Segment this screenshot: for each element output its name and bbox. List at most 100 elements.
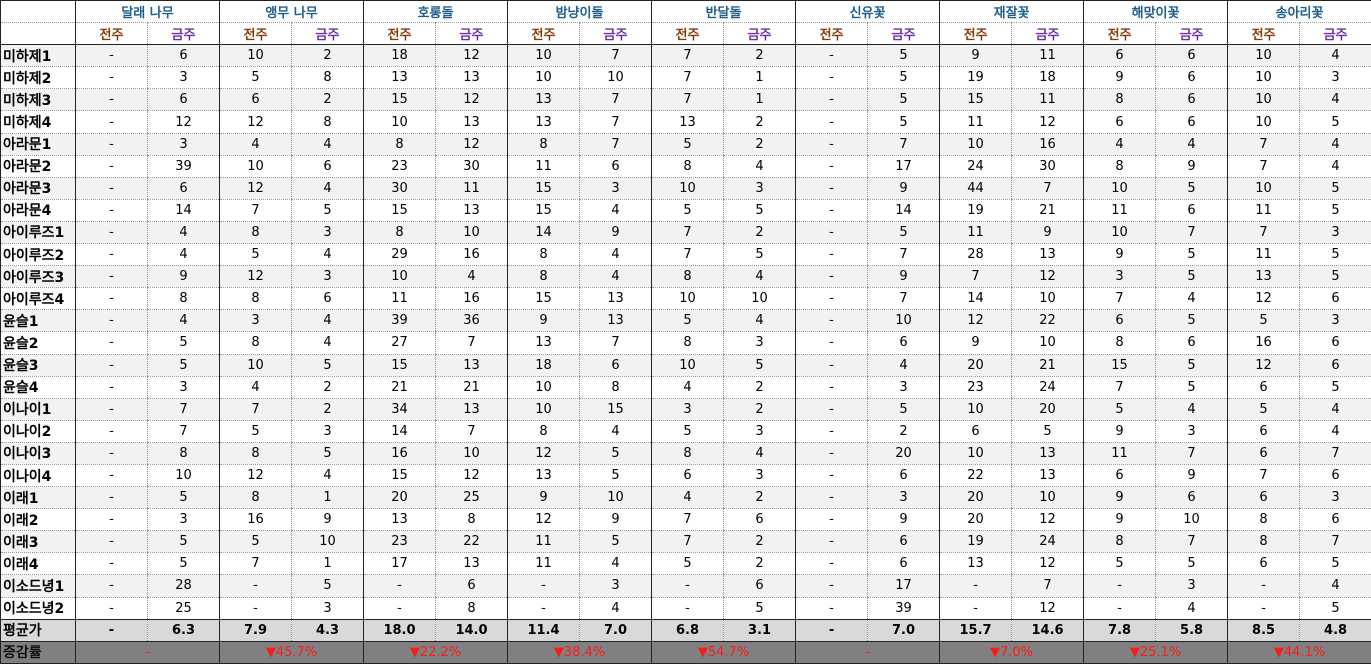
cell: 5 (1299, 110, 1371, 134)
cell: 14.6 (1011, 618, 1084, 642)
cell: 12 (1227, 287, 1300, 311)
row-label: 아라문4 (0, 198, 76, 222)
cell: 6 (939, 419, 1012, 443)
cell: - (75, 574, 148, 598)
cell: 5 (651, 132, 724, 156)
cell: 7 (1155, 220, 1228, 245)
cell: 6 (291, 287, 364, 311)
cell: - (795, 618, 868, 642)
cell: 1 (291, 552, 364, 576)
cell: 11 (939, 220, 1012, 245)
cell: 7 (219, 397, 292, 421)
row-label: 아라문2 (0, 154, 76, 178)
cell: - (75, 265, 148, 289)
row-label: 이나이4 (0, 463, 76, 488)
cell: 7 (1155, 530, 1228, 554)
cell: 18 (1011, 66, 1084, 90)
cell: 24 (939, 154, 1012, 178)
cell: 13 (507, 110, 580, 134)
cell: 5 (1299, 596, 1371, 620)
cell: 10 (1083, 176, 1156, 200)
cell: 3 (1299, 309, 1371, 333)
cell: 19 (939, 66, 1012, 90)
cell: - (75, 463, 148, 488)
cell: 9 (1083, 486, 1156, 510)
cell: 7 (434, 331, 508, 355)
cell: 3 (147, 375, 220, 399)
data-row: 아이루즈4-8 8 6 11 16 15 13 10 10-7 14 10 7 4 12 6 (0, 287, 1371, 311)
cell: 5 (1155, 353, 1228, 377)
cell: 13 (434, 198, 508, 222)
cell: 6 (867, 463, 940, 488)
cell: 15 (363, 353, 436, 377)
cell: 5 (1299, 265, 1371, 289)
sub-header: 전주 (1083, 22, 1156, 46)
cell: 7 (579, 331, 652, 355)
cell: - (795, 353, 868, 377)
cell: 3 (147, 132, 220, 156)
sub-header: 전주 (1227, 22, 1300, 46)
row-label: 증감률 (0, 640, 76, 664)
cell: - (75, 419, 148, 443)
cell: 20 (939, 508, 1012, 532)
cell: 10 (1227, 176, 1300, 200)
cell: 10 (507, 66, 580, 90)
cell: 11.4 (507, 618, 580, 642)
cell: 34 (363, 397, 436, 421)
cell: 15 (363, 198, 436, 222)
cell: 15 (507, 198, 580, 222)
cell: 7 (1083, 375, 1156, 399)
cell: 10 (1011, 486, 1084, 510)
sub-header: 금주 (1011, 22, 1084, 46)
cell: 5 (1155, 552, 1228, 576)
cell: 5 (147, 552, 220, 576)
cell: 20 (363, 486, 436, 510)
cell: 10 (1227, 44, 1300, 68)
cell: - (795, 309, 868, 333)
row-label: 평균가 (0, 618, 76, 642)
cell: 18 (363, 44, 436, 68)
change-cell: ▼44.1% (1227, 640, 1371, 664)
cell: 7 (651, 66, 724, 90)
cell: 7 (219, 552, 292, 576)
cell: 10 (939, 132, 1012, 156)
cell: 9 (579, 220, 652, 245)
cell: 5 (651, 419, 724, 443)
cell: 12 (1011, 552, 1084, 576)
cell: 4 (1299, 132, 1371, 156)
cell: 7 (651, 508, 724, 532)
cell: 10 (507, 375, 580, 399)
sub-header: 금주 (723, 22, 796, 46)
cell: 4 (434, 265, 508, 289)
data-row: 이래4-5 7 1 17 13 11 4 5 2-6 13 12 5 5 6 5 (0, 552, 1371, 576)
cell: 5 (219, 419, 292, 443)
row-label: 이래4 (0, 552, 76, 576)
cell: 12 (219, 265, 292, 289)
cell: 6.8 (651, 618, 724, 642)
cell: 19 (939, 530, 1012, 554)
cell: 39 (867, 596, 940, 620)
cell: 16 (1011, 132, 1084, 156)
cell: 5 (147, 486, 220, 510)
cell: 3 (579, 176, 652, 200)
cell: 7 (147, 419, 220, 443)
cell: 4 (579, 596, 652, 620)
cell: 20 (939, 353, 1012, 377)
cell: 5 (651, 198, 724, 222)
cell: 4 (1299, 44, 1371, 68)
sub-header: 전주 (651, 22, 724, 46)
cell: 7 (651, 530, 724, 554)
row-label: 이나이3 (0, 441, 76, 465)
cell: 21 (363, 375, 436, 399)
cell: 8 (651, 441, 724, 465)
cell: 4 (1155, 132, 1228, 156)
cell: 4 (723, 441, 796, 465)
cell: 6.3 (147, 618, 220, 642)
cell: 3 (219, 309, 292, 333)
cell: 10 (1011, 331, 1084, 355)
data-row: 윤슬4-3 4 2 21 21 10 8 4 2-3 23 24 7 5 6 5 (0, 375, 1371, 399)
cell: - (1227, 574, 1300, 598)
cell: 7 (1227, 132, 1300, 156)
row-label: 아이루즈1 (0, 220, 76, 245)
